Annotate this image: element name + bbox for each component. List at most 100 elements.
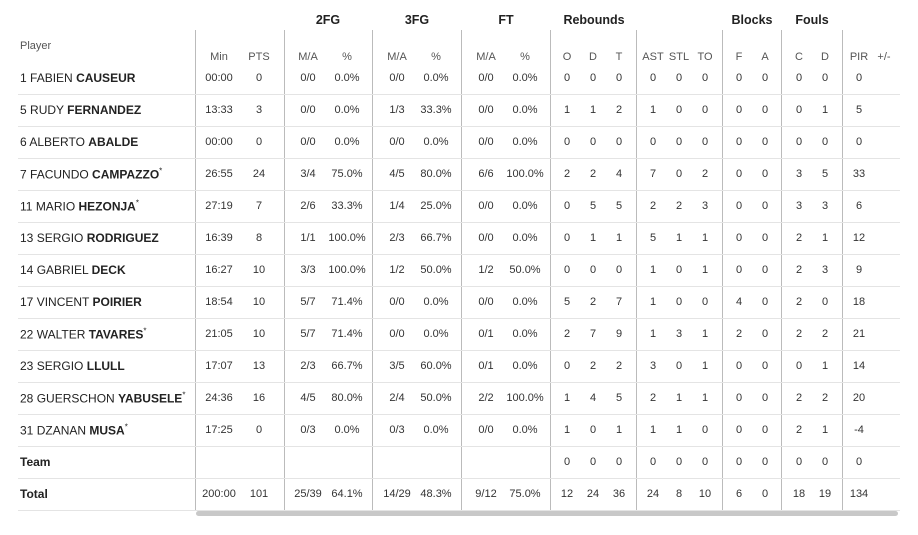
starter-mark: * <box>182 390 186 400</box>
stat-cell: 21 <box>852 328 866 340</box>
stat-cell: 1 <box>615 232 623 244</box>
stat-cell: 24 <box>252 168 266 180</box>
stat-cell: -4 <box>854 424 864 436</box>
stat-cell: 5 <box>615 200 623 212</box>
column-header: TO <box>697 51 713 63</box>
stat-cell: 2/3 <box>389 232 405 244</box>
stat-cell: 0/0 <box>478 424 494 436</box>
first-name: ALBERTO <box>29 135 85 149</box>
stat-cell: 0 <box>589 264 597 276</box>
stat-cell: 0 <box>675 168 683 180</box>
stat-cell: 0 <box>255 72 263 84</box>
stat-cell: 13:33 <box>205 104 233 116</box>
column-divider <box>781 30 782 510</box>
stat-cell: 0 <box>821 136 829 148</box>
stat-cell: 9 <box>615 328 623 340</box>
first-name: GABRIEL <box>36 263 89 277</box>
stat-cell: 0 <box>821 456 829 468</box>
stat-cell: 20 <box>852 392 866 404</box>
player-number: 31 <box>20 423 34 438</box>
stat-cell: 3 <box>675 328 683 340</box>
stat-cell: 36 <box>612 488 626 500</box>
stat-cell: 0.0% <box>423 424 449 436</box>
stat-cell: 75.0% <box>509 488 541 500</box>
stat-cell: 33.3% <box>331 200 363 212</box>
stat-cell: 0 <box>589 136 597 148</box>
stat-cell: 0 <box>701 104 709 116</box>
stat-cell: 1 <box>649 296 657 308</box>
stat-cell: 64.1% <box>331 488 363 500</box>
stat-cell: 7 <box>649 168 657 180</box>
starter-mark: * <box>135 198 139 208</box>
stat-cell: 2/4 <box>389 392 405 404</box>
stat-cell: 2 <box>735 328 743 340</box>
stat-cell: 2 <box>649 392 657 404</box>
column-header: C <box>795 51 803 63</box>
first-name: FABIEN <box>30 71 73 85</box>
stat-cell: 0 <box>855 136 863 148</box>
stat-cell: 0 <box>675 104 683 116</box>
stat-cell: 0 <box>563 360 571 372</box>
stat-cell: 3/3 <box>300 264 316 276</box>
stat-cell: 8 <box>255 232 263 244</box>
stat-cell: 0 <box>821 72 829 84</box>
stat-cell: 0.0% <box>512 104 538 116</box>
stat-cell: 4/5 <box>389 168 405 180</box>
stat-cell: 0/0 <box>478 200 494 212</box>
row-divider <box>18 126 900 127</box>
stat-cell: 1/2 <box>478 264 494 276</box>
stat-cell: 18:54 <box>205 296 233 308</box>
stat-cell: 5 <box>649 232 657 244</box>
stat-cell: 17:25 <box>205 424 233 436</box>
player-name: 22 WALTER TAVARES* <box>20 327 147 342</box>
stat-cell: 1 <box>649 328 657 340</box>
stat-cell: 33 <box>852 168 866 180</box>
row-divider <box>18 382 900 383</box>
stat-cell: 10 <box>698 488 712 500</box>
stat-cell: 0 <box>795 456 803 468</box>
stat-cell: 0/0 <box>389 72 405 84</box>
stat-cell: 2 <box>795 328 803 340</box>
stat-cell: 1 <box>701 392 709 404</box>
stat-cell: 134 <box>849 488 869 500</box>
stat-cell: 0 <box>761 424 769 436</box>
last-name: YABUSELE <box>118 391 183 406</box>
stat-cell: 18 <box>792 488 806 500</box>
row-divider <box>18 158 900 159</box>
player-number: 11 <box>20 199 33 214</box>
group-header: FT <box>498 13 514 27</box>
player-number: 17 <box>20 295 34 309</box>
stat-cell: 0 <box>701 136 709 148</box>
stat-cell: 3 <box>795 200 803 212</box>
stat-cell: 0/0 <box>478 296 494 308</box>
stat-cell: 1 <box>701 360 709 372</box>
stat-cell: 16 <box>252 392 266 404</box>
stat-cell: 0.0% <box>423 136 449 148</box>
stat-cell: 0/0 <box>478 72 494 84</box>
stat-cell: 1 <box>563 104 571 116</box>
stat-cell: 0 <box>255 424 263 436</box>
stat-cell: 0/0 <box>300 104 316 116</box>
stat-cell: 1 <box>649 424 657 436</box>
stat-cell: 48.3% <box>420 488 452 500</box>
stat-cell: 2 <box>649 200 657 212</box>
stat-cell: 17:07 <box>205 360 233 372</box>
scrollbar[interactable] <box>196 511 898 516</box>
stat-cell: 24:36 <box>205 392 233 404</box>
stat-cell: 0 <box>735 264 743 276</box>
stat-cell: 16:27 <box>205 264 233 276</box>
column-header: PIR <box>849 51 869 63</box>
stat-cell: 0 <box>761 136 769 148</box>
stat-cell: 5 <box>821 168 829 180</box>
stat-cell: 3/5 <box>389 360 405 372</box>
first-name: MARIO <box>35 199 76 214</box>
player-number: 1 <box>20 71 27 85</box>
stat-cell: 7 <box>255 200 263 212</box>
stat-cell: 00:00 <box>205 136 233 148</box>
stat-cell: 101 <box>249 488 269 500</box>
player-number: 28 <box>20 391 34 406</box>
column-header: M/A <box>387 51 407 63</box>
group-header: 3FG <box>404 13 430 27</box>
stat-cell: 1 <box>563 424 571 436</box>
